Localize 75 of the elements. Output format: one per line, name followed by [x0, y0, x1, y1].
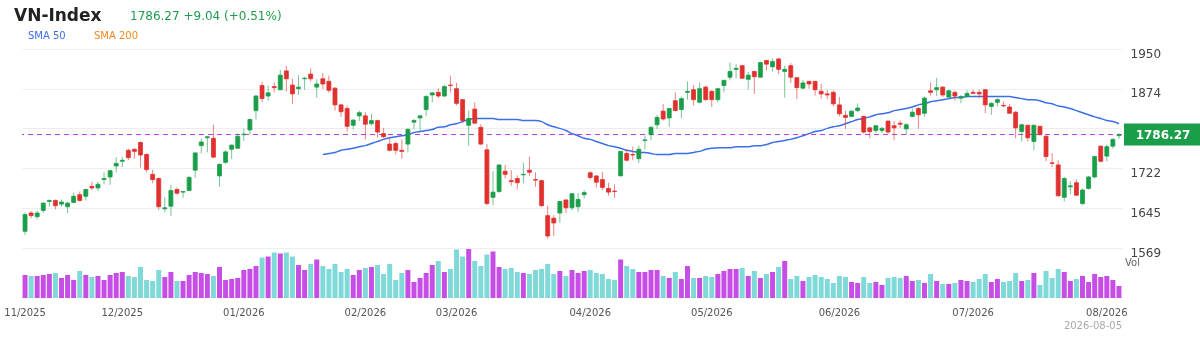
x-tick-label: 05/2026: [691, 306, 733, 318]
bar: [666, 278, 672, 298]
bar: [757, 278, 763, 298]
bar: [940, 284, 946, 298]
bar: [1073, 279, 1079, 298]
x-tick-label: 11/2025: [4, 306, 46, 318]
bar: [435, 261, 441, 298]
bar: [745, 276, 751, 298]
bar: [958, 280, 964, 298]
bar: [95, 276, 101, 298]
bar: [77, 271, 83, 298]
x-tick-label: 01/2026: [223, 306, 265, 318]
chart-subtitle: 1786.27 +9.04 (+0.51%): [130, 9, 282, 23]
bar: [1037, 285, 1043, 298]
x-tick-label: 04/2026: [569, 306, 612, 318]
y-tick-label: 1645: [1130, 205, 1162, 220]
bar: [1031, 273, 1037, 298]
bar: [915, 280, 921, 298]
bar: [739, 268, 745, 298]
bar: [259, 257, 265, 298]
bar: [672, 272, 678, 298]
bar: [210, 276, 216, 298]
bar: [800, 281, 806, 298]
y-axis-title: Vol: [1125, 257, 1140, 268]
y-tick-label: 1950: [1130, 46, 1162, 61]
bar: [946, 284, 952, 298]
bar: [89, 277, 95, 298]
bar: [563, 276, 569, 298]
bar: [934, 281, 940, 298]
bar: [557, 271, 563, 298]
bar: [83, 275, 89, 298]
bar: [921, 283, 927, 298]
ref-line-label: 1786.27: [1135, 127, 1191, 142]
bar: [441, 272, 447, 298]
bar: [265, 256, 271, 298]
bar: [362, 268, 368, 298]
bar: [697, 278, 703, 298]
bar: [1019, 281, 1025, 298]
bar: [776, 267, 782, 298]
x-tick-label: 02/2026: [344, 306, 387, 318]
bar: [368, 267, 374, 298]
bar: [520, 273, 526, 298]
text: SMA 50: [28, 30, 66, 41]
bar: [277, 253, 283, 298]
bar: [782, 261, 788, 298]
bar: [314, 259, 320, 298]
y-tick-label: 1722: [1130, 165, 1162, 180]
bar: [952, 283, 958, 298]
x-tick-label: 03/2026: [435, 306, 478, 318]
y-tick-label: 1874: [1130, 86, 1162, 101]
bar: [174, 281, 180, 298]
legend-label: SMA 200: [94, 30, 139, 41]
bar: [496, 267, 502, 298]
bar: [308, 264, 314, 298]
bar: [751, 271, 757, 298]
bar: [618, 259, 624, 298]
bar: [654, 270, 660, 298]
bar: [928, 274, 934, 298]
bar: [660, 276, 666, 298]
x-tick-label: 12/2025: [101, 306, 144, 318]
bar: [52, 273, 58, 298]
bar: [466, 248, 472, 298]
x-tick-label: 07/2026: [952, 306, 994, 318]
bar: [770, 272, 776, 298]
bar: [28, 276, 34, 298]
text: 2026-08-05: [1063, 320, 1122, 331]
bar: [22, 275, 28, 298]
chart-title: VN-Index: [14, 5, 102, 25]
bar: [1025, 280, 1031, 298]
x-tick-label: 08/2026: [1086, 306, 1128, 318]
bar: [763, 274, 769, 298]
bar: [691, 278, 697, 298]
bar: [271, 252, 277, 298]
x-tick-label: 06/2026: [818, 306, 861, 318]
bar: [964, 281, 970, 298]
